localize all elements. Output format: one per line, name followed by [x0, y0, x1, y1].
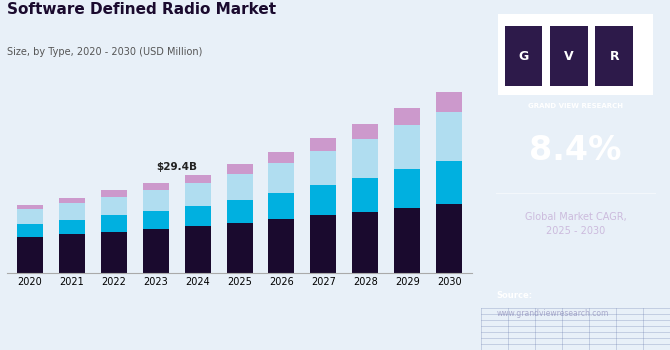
Bar: [395, 208, 420, 273]
Bar: [269, 193, 295, 219]
Bar: [17, 224, 43, 237]
Bar: [100, 190, 127, 197]
Bar: [100, 215, 127, 232]
Bar: [184, 206, 210, 226]
Text: Size, by Type, 2020 - 2030 (USD Million): Size, by Type, 2020 - 2030 (USD Million): [7, 47, 202, 57]
Bar: [59, 197, 84, 203]
Bar: [143, 190, 169, 211]
Bar: [310, 215, 336, 273]
Text: www.grandviewresearch.com: www.grandviewresearch.com: [496, 309, 608, 318]
Text: Software Defined Radio Market: Software Defined Radio Market: [7, 2, 276, 17]
Bar: [59, 234, 84, 273]
Text: GRAND VIEW RESEARCH: GRAND VIEW RESEARCH: [528, 103, 623, 109]
Bar: [395, 169, 420, 208]
Bar: [352, 212, 379, 273]
Bar: [184, 183, 210, 206]
Bar: [226, 223, 253, 273]
Bar: [436, 161, 462, 204]
Bar: [59, 203, 84, 220]
Bar: [226, 200, 253, 223]
Bar: [269, 163, 295, 193]
Text: Global Market CAGR,
2025 - 2030: Global Market CAGR, 2025 - 2030: [525, 212, 626, 236]
Bar: [17, 237, 43, 273]
Bar: [17, 205, 43, 209]
Text: 8.4%: 8.4%: [529, 134, 622, 167]
Bar: [352, 124, 379, 139]
FancyBboxPatch shape: [505, 26, 543, 86]
Text: $29.4B: $29.4B: [156, 162, 197, 172]
FancyBboxPatch shape: [498, 14, 653, 94]
Bar: [100, 232, 127, 273]
Bar: [436, 204, 462, 273]
FancyBboxPatch shape: [596, 26, 633, 86]
Bar: [352, 178, 379, 212]
Bar: [310, 151, 336, 185]
Bar: [143, 211, 169, 229]
Bar: [143, 183, 169, 190]
Bar: [226, 164, 253, 174]
Bar: [310, 138, 336, 151]
Bar: [100, 197, 127, 215]
Bar: [59, 220, 84, 234]
Text: R: R: [610, 49, 619, 63]
Bar: [436, 92, 462, 112]
FancyBboxPatch shape: [550, 26, 588, 86]
Bar: [17, 209, 43, 224]
Bar: [269, 152, 295, 163]
Bar: [184, 175, 210, 183]
Bar: [352, 139, 379, 178]
Bar: [143, 229, 169, 273]
Bar: [310, 185, 336, 215]
Bar: [395, 108, 420, 125]
Text: Source:: Source:: [496, 291, 532, 300]
Text: G: G: [519, 49, 529, 63]
Bar: [269, 219, 295, 273]
Legend: Joint Tactical Radio System, Cognitive Radio, General Purpose Radio, TETRA: Joint Tactical Radio System, Cognitive R…: [108, 348, 371, 350]
Bar: [226, 174, 253, 200]
Bar: [436, 112, 462, 161]
Text: V: V: [564, 49, 574, 63]
Bar: [395, 125, 420, 169]
Bar: [184, 226, 210, 273]
